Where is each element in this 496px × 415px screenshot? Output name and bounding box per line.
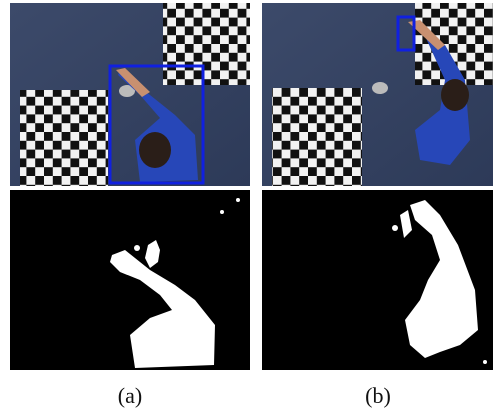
caption: (a) (118, 383, 142, 408)
caption: (b) (365, 383, 391, 408)
photo-b (262, 3, 493, 186)
mask-b (262, 190, 493, 370)
figure: (a) (b) (0, 0, 496, 415)
mask-a (10, 190, 250, 370)
photo-a (10, 3, 250, 186)
page: {"figure": {"panels": [{"caption": "(a)"… (0, 0, 496, 415)
